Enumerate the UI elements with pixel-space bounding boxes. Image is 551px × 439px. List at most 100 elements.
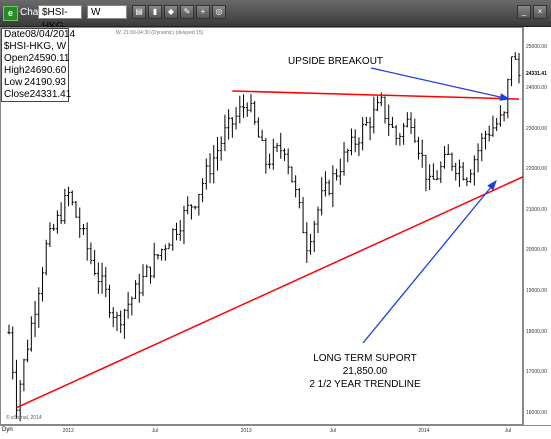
- ohlc-bar: [156, 254, 160, 260]
- ohlc-bar: [457, 159, 461, 187]
- ohlc-bar: [271, 138, 275, 170]
- ohlc-bar: [100, 262, 104, 294]
- ohlc-bar: [465, 177, 469, 187]
- ohlc-bar: [383, 96, 387, 124]
- last-price-label: 24331.41: [526, 71, 547, 78]
- ohlc-bar: [208, 153, 212, 184]
- ohlc-bar: [286, 148, 290, 175]
- window-titlebar: e Chart $HSI-HKG W ▤ ▮ ◆ ✎ + ◎ _ ×: [0, 0, 551, 32]
- ohlc-bar: [439, 161, 443, 184]
- ohlc-bar: [323, 171, 327, 197]
- zoom-button[interactable]: +: [196, 5, 210, 19]
- price-chart: [7, 52, 524, 422]
- ohlc-bar: [279, 132, 283, 159]
- date-label: Date: [4, 29, 26, 40]
- ohlc-bar: [81, 223, 85, 236]
- ohlc-bar: [394, 124, 398, 146]
- info-close-row: Close 24331.41: [2, 89, 71, 101]
- ohlc-bar: [338, 158, 342, 185]
- minimize-button[interactable]: _: [517, 5, 531, 19]
- breakout-annotation: UPSIDE BREAKOUT: [288, 56, 384, 67]
- chart-type-button[interactable]: ▮: [148, 5, 162, 19]
- ohlc-bar: [268, 153, 272, 169]
- close-value: 24331.41: [29, 89, 72, 100]
- ohlc-bar: [122, 308, 126, 339]
- chart-plot-area[interactable]: [0, 27, 524, 425]
- info-high-row: High 24690.60: [2, 65, 68, 77]
- ohlc-bar: [11, 326, 15, 380]
- chart-subheader: W, 21:00-04:30 (Dynamic) (delayed 15): [116, 30, 204, 36]
- ohlc-bar: [368, 117, 372, 141]
- chart-settings-button[interactable]: ▤: [132, 5, 146, 19]
- open-label: Open: [4, 53, 29, 64]
- price-tick-label: 16000.00: [526, 409, 547, 416]
- info-date-row: Date 08/04/2014: [2, 29, 75, 41]
- support-annotation-line2: 21,850.00: [342, 366, 388, 377]
- ohlc-bar: [346, 148, 350, 163]
- ohlc-bar: [491, 115, 495, 137]
- ohlc-bar: [290, 166, 294, 183]
- price-tick-label: 24000.00: [526, 84, 547, 91]
- dynamic-label: Dyn: [2, 427, 13, 433]
- ohlc-bar: [137, 273, 141, 303]
- price-axis[interactable]: 25000.00 24000.00 23000.00 22000.00 21000.00…: [523, 27, 551, 425]
- ohlc-bar: [517, 53, 521, 84]
- ohlc-bar: [398, 133, 402, 146]
- ohlc-bar: [335, 168, 339, 181]
- ohlc-bar: [446, 144, 450, 156]
- low-label: Low: [4, 77, 23, 88]
- ohlc-bar: [22, 358, 26, 392]
- ohlc-bar: [219, 136, 223, 161]
- time-axis[interactable]: Dyn 2012 Jul 2013 Jul 2014 Jul: [0, 425, 551, 439]
- ohlc-bar: [186, 196, 190, 215]
- low-value: 24190.93: [24, 77, 66, 88]
- ohlc-bar: [93, 249, 97, 276]
- ohlc-bar: [431, 163, 435, 180]
- ohlc-bar: [201, 178, 205, 203]
- breakout-arrow: [370, 67, 511, 101]
- ohlc-bar: [223, 114, 227, 152]
- ohlc-bar: [145, 264, 149, 278]
- ohlc-bar: [409, 112, 413, 135]
- ohlc-bar: [361, 117, 365, 151]
- ohlc-bar: [349, 128, 353, 156]
- price-tick-label: 23000.00: [526, 125, 547, 132]
- ohlc-bar: [63, 188, 67, 224]
- ohlc-bar: [390, 116, 394, 128]
- ohlc-bar: [353, 129, 357, 153]
- ohlc-bar: [33, 300, 37, 338]
- resistance-line: [232, 90, 520, 100]
- ohlc-bar: [111, 307, 115, 328]
- link-button[interactable]: ◎: [212, 5, 226, 19]
- ohlc-bar: [171, 228, 175, 251]
- ohlc-bar: [331, 165, 335, 208]
- ohlc-bar: [134, 280, 138, 299]
- close-button[interactable]: ×: [533, 5, 547, 19]
- ohlc-bar: [264, 137, 268, 174]
- ohlc-bar: [469, 169, 473, 183]
- symbol-input[interactable]: $HSI-HKG: [38, 5, 82, 32]
- ohlc-bar: [498, 105, 502, 127]
- ohlc-bar: [167, 242, 171, 250]
- draw-tools-button[interactable]: ✎: [180, 5, 194, 19]
- interval-input[interactable]: W: [87, 5, 127, 19]
- support-annotation: LONG TERM SUPORT 21,850.00 2 1/2 YEAR TR…: [300, 352, 430, 391]
- price-tick-label: 21000.00: [526, 206, 547, 213]
- ohlc-bar: [309, 234, 313, 255]
- ohlc-bar: [193, 206, 197, 210]
- ohlc-bar: [487, 125, 491, 142]
- ohlc-bar: [197, 193, 201, 216]
- study-button[interactable]: ◆: [164, 5, 178, 19]
- time-tick-label: 2013: [240, 428, 252, 434]
- ohlc-bar: [402, 123, 406, 145]
- ohlc-bar: [67, 186, 71, 207]
- ohlc-bar: [376, 96, 380, 111]
- ohlc-bar: [416, 136, 420, 160]
- ohlc-bar: [204, 158, 208, 190]
- ohlc-bar: [26, 339, 30, 363]
- info-open-row: Open 24590.11: [2, 53, 69, 65]
- ohlc-bar: [312, 220, 316, 253]
- support-annotation-line3: 2 1/2 YEAR TRENDLINE: [309, 379, 421, 390]
- ohlc-bar: [282, 148, 286, 162]
- ohlc-bar: [89, 242, 93, 265]
